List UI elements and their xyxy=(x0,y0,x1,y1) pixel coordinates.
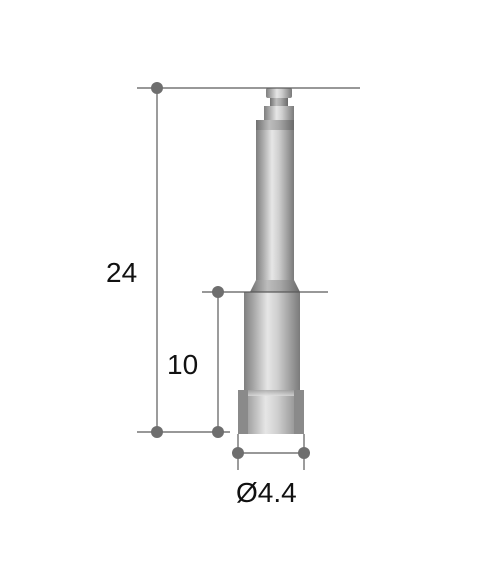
instrument-drill xyxy=(238,88,304,434)
dimension-dot xyxy=(151,426,163,438)
dimension-dot xyxy=(232,447,244,459)
dimension-dot xyxy=(298,447,310,459)
head-length-label: 10 xyxy=(167,349,198,380)
instrument-latch-collar xyxy=(264,106,294,120)
dimension-dot xyxy=(212,286,224,298)
diameter-label: Ø4.4 xyxy=(236,477,297,508)
total-length-label: 24 xyxy=(106,257,137,288)
instrument-flute-right xyxy=(294,390,304,434)
dimension-dot xyxy=(212,426,224,438)
dimension-diameter: Ø4.4 xyxy=(232,434,310,508)
dimension-head-length: 10 xyxy=(167,286,328,438)
dimension-dot xyxy=(151,82,163,94)
instrument-flute-left xyxy=(238,390,248,434)
instrument-head xyxy=(244,292,300,390)
instrument-cutting-edge xyxy=(248,390,294,396)
instrument-latch-groove xyxy=(270,98,288,106)
instrument-latch-top xyxy=(266,88,292,98)
dimension-total-length: 24 xyxy=(106,82,360,438)
instrument-shank xyxy=(256,130,294,280)
instrument-shank-notch xyxy=(256,120,294,130)
instrument-shoulder xyxy=(250,280,300,292)
instrument-cutting-tip xyxy=(238,390,304,434)
